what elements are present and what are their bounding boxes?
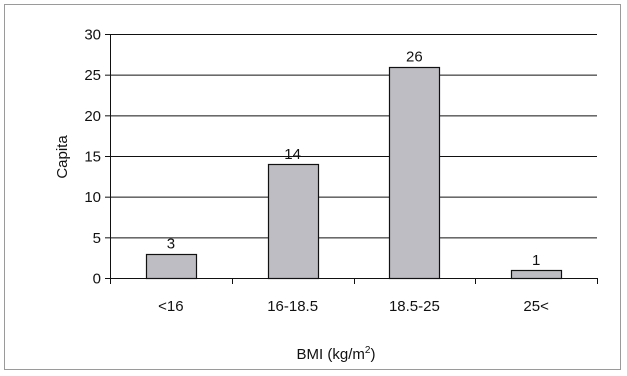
- gridlines: [110, 34, 597, 239]
- x-tick-label: 16-18.5: [267, 298, 318, 315]
- y-tick-label: 25: [84, 67, 101, 84]
- y-tick-label: 5: [93, 230, 101, 247]
- x-tick-label: 25<: [523, 298, 549, 315]
- bars: [145, 66, 563, 280]
- x-tick-label: 18.5-25: [389, 298, 440, 315]
- data-label: 1: [532, 252, 540, 269]
- y-tick-label: 20: [84, 108, 101, 125]
- bar: [388, 66, 441, 280]
- data-labels: 3 14 26 1: [167, 49, 541, 269]
- bar: [510, 269, 563, 280]
- y-tick-label: 10: [84, 189, 101, 206]
- x-axis-title: BMI (kg/m2): [297, 345, 376, 363]
- x-tick-label: <16: [158, 298, 183, 315]
- y-tick-label: 0: [93, 271, 101, 288]
- y-tick-labels: 0 5 10 15 20 25 30: [84, 27, 101, 288]
- y-tick-label: 15: [84, 149, 101, 166]
- data-label: 14: [284, 146, 301, 163]
- data-label: 3: [167, 236, 175, 253]
- y-tick-label: 30: [84, 27, 101, 44]
- bar: [145, 253, 198, 280]
- bar: [267, 163, 320, 280]
- data-label: 26: [406, 49, 423, 66]
- y-axis-title: Capita: [54, 135, 71, 179]
- axes: [105, 34, 598, 284]
- x-tick-labels: <16 16-18.5 18.5-25 25<: [158, 298, 549, 315]
